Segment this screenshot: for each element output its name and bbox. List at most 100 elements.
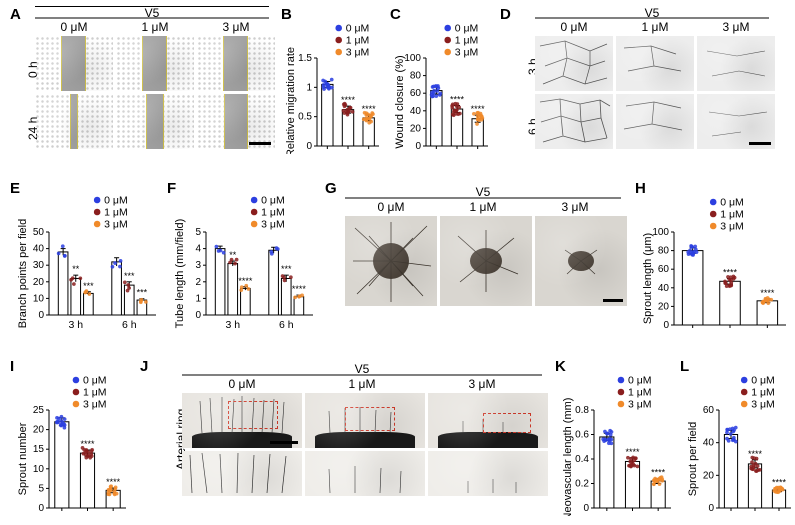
panel-g-label: G bbox=[325, 180, 337, 197]
svg-text:1 μM: 1 μM bbox=[261, 207, 285, 219]
svg-text:20: 20 bbox=[410, 123, 422, 134]
svg-text:****: **** bbox=[748, 449, 763, 459]
svg-text:***: *** bbox=[137, 288, 148, 298]
svg-text:0 μM: 0 μM bbox=[346, 23, 370, 35]
panel-d-label: D bbox=[500, 6, 511, 23]
svg-text:0 μM: 0 μM bbox=[83, 375, 107, 387]
panel-i-label: I bbox=[10, 358, 14, 375]
svg-text:Wound closure (%): Wound closure (%) bbox=[394, 55, 406, 148]
svg-text:Neovascular length (mm): Neovascular length (mm) bbox=[562, 398, 574, 516]
svg-text:30: 30 bbox=[33, 260, 45, 271]
svg-text:0.8: 0.8 bbox=[575, 405, 589, 416]
panel-j-col-0: 0 μM bbox=[182, 377, 302, 391]
svg-text:100: 100 bbox=[404, 53, 421, 64]
panel-e-chart: 01020304050Branch points per field0 μM1 … bbox=[15, 188, 160, 333]
micrograph bbox=[197, 94, 275, 149]
svg-text:3 h: 3 h bbox=[68, 319, 83, 331]
panel-d-col-2: 3 μM bbox=[697, 20, 775, 34]
micrograph bbox=[35, 36, 113, 91]
svg-text:1: 1 bbox=[195, 293, 201, 304]
svg-text:****: **** bbox=[651, 468, 666, 478]
svg-text:25: 25 bbox=[33, 405, 45, 416]
panel-d-col-0: 0 μM bbox=[535, 20, 613, 34]
micrograph bbox=[616, 36, 694, 91]
panel-l-chart: 0204060Sprout per field0 μM1 μM3 μM*****… bbox=[685, 366, 795, 516]
svg-text:3 μM: 3 μM bbox=[455, 47, 479, 59]
svg-text:1 μM: 1 μM bbox=[346, 35, 370, 47]
svg-text:60: 60 bbox=[410, 88, 422, 99]
svg-text:***: *** bbox=[83, 281, 94, 291]
svg-text:0: 0 bbox=[38, 503, 44, 514]
svg-text:20: 20 bbox=[658, 301, 670, 312]
panel-g-col-1: 1 μM bbox=[437, 200, 529, 214]
panel-a-label: A bbox=[10, 6, 21, 23]
svg-text:0 μM: 0 μM bbox=[261, 195, 285, 207]
svg-text:0: 0 bbox=[195, 310, 201, 321]
svg-text:0: 0 bbox=[415, 141, 421, 152]
svg-text:0 μM: 0 μM bbox=[751, 375, 775, 387]
svg-text:0 μM: 0 μM bbox=[720, 197, 744, 209]
micrograph bbox=[535, 36, 613, 91]
svg-text:****: **** bbox=[238, 276, 253, 286]
micrograph bbox=[535, 94, 613, 149]
svg-text:3 μM: 3 μM bbox=[346, 47, 370, 59]
svg-text:1 μM: 1 μM bbox=[628, 387, 652, 399]
micrograph bbox=[182, 393, 302, 448]
svg-text:3 μM: 3 μM bbox=[720, 221, 744, 233]
svg-text:3 μM: 3 μM bbox=[83, 399, 107, 411]
panel-a-col-2: 3 μM bbox=[197, 20, 275, 34]
svg-text:0: 0 bbox=[306, 141, 312, 152]
svg-text:1 μM: 1 μM bbox=[104, 207, 128, 219]
panel-g-col-2: 3 μM bbox=[529, 200, 621, 214]
svg-text:0.4: 0.4 bbox=[575, 454, 589, 465]
micrograph bbox=[345, 216, 437, 306]
svg-text:****: **** bbox=[80, 439, 95, 449]
svg-text:100: 100 bbox=[652, 227, 669, 238]
panel-a-col-1: 1 μM bbox=[116, 20, 194, 34]
panel-c-chart: 020406080100Wound closure (%)0 μM1 μM3 μ… bbox=[392, 14, 492, 154]
svg-text:****: **** bbox=[450, 95, 465, 105]
panel-b-chart: 00.511.5Relative migration rate0 μM1 μM3… bbox=[283, 14, 383, 154]
svg-text:0: 0 bbox=[663, 320, 669, 331]
svg-text:1 μM: 1 μM bbox=[751, 387, 775, 399]
svg-text:****: **** bbox=[471, 104, 486, 114]
micrograph bbox=[428, 451, 548, 496]
svg-text:6 h: 6 h bbox=[279, 319, 294, 331]
svg-text:20: 20 bbox=[33, 277, 45, 288]
panel-j-image-grid bbox=[182, 393, 548, 496]
panel-d-col-1: 1 μM bbox=[616, 20, 694, 34]
svg-text:3 μM: 3 μM bbox=[261, 219, 285, 231]
panel-k-chart: 00.20.40.60.8Neovascular length (mm)0 μM… bbox=[560, 366, 675, 516]
svg-text:3 μM: 3 μM bbox=[751, 399, 775, 411]
svg-text:10: 10 bbox=[33, 464, 45, 475]
svg-text:10: 10 bbox=[33, 293, 45, 304]
svg-text:1 μM: 1 μM bbox=[83, 387, 107, 399]
svg-text:Tube length (mm/field): Tube length (mm/field) bbox=[174, 219, 186, 329]
micrograph bbox=[197, 36, 275, 91]
svg-text:Sprout length (μm): Sprout length (μm) bbox=[642, 233, 654, 324]
micrograph bbox=[35, 94, 113, 149]
svg-text:****: **** bbox=[362, 104, 377, 114]
micrograph bbox=[697, 94, 775, 149]
svg-text:0.5: 0.5 bbox=[298, 112, 312, 123]
svg-text:0: 0 bbox=[38, 310, 44, 321]
svg-text:5: 5 bbox=[195, 227, 201, 238]
panel-h-chart: 020406080100Sprout length (μm)0 μM1 μM3 … bbox=[640, 188, 790, 333]
panel-j-col-1: 1 μM bbox=[302, 377, 422, 391]
svg-text:1: 1 bbox=[306, 82, 312, 93]
micrograph bbox=[116, 36, 194, 91]
panel-a-col-0: 0 μM bbox=[35, 20, 113, 34]
svg-text:20: 20 bbox=[703, 470, 715, 481]
micrograph bbox=[440, 216, 532, 306]
svg-text:60: 60 bbox=[703, 405, 715, 416]
svg-text:40: 40 bbox=[658, 283, 670, 294]
panel-d-image-grid bbox=[535, 36, 775, 149]
panel-j-label: J bbox=[140, 358, 148, 375]
svg-text:****: **** bbox=[625, 447, 640, 457]
svg-text:****: **** bbox=[341, 95, 356, 105]
svg-text:3 h: 3 h bbox=[225, 319, 240, 331]
svg-text:3 μM: 3 μM bbox=[628, 399, 652, 411]
micrograph bbox=[116, 94, 194, 149]
micrograph bbox=[305, 451, 425, 496]
panel-g-image-grid bbox=[345, 216, 627, 306]
